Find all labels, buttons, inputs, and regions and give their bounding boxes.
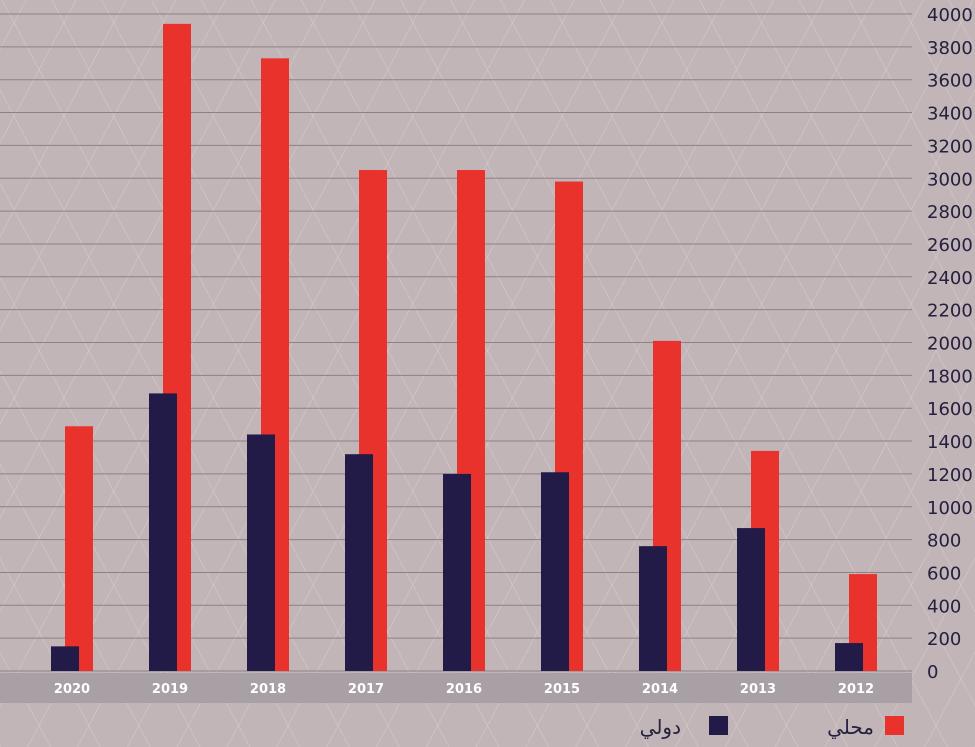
category-band — [0, 673, 912, 703]
x-tick-label: 2016 — [446, 682, 482, 697]
bar-local-2020 — [65, 426, 93, 671]
y-tick-label: 4000 — [927, 5, 973, 26]
y-tick-label: 1000 — [927, 498, 973, 519]
y-tick-label: 1800 — [927, 366, 973, 387]
x-axis-ticks: 2020 2019 2018 2017 2016 2015 2014 2013 2012 — [54, 682, 874, 697]
y-tick-label: 3600 — [927, 71, 973, 92]
bar-international-2017 — [345, 454, 373, 671]
x-tick-label: 2019 — [152, 682, 188, 697]
bar-international-2015 — [541, 472, 569, 671]
legend-swatch-international — [709, 716, 728, 735]
bar-international-2014 — [639, 546, 667, 671]
x-tick-label: 2012 — [838, 682, 874, 697]
category-band-rect — [0, 673, 912, 703]
y-tick-label: 2400 — [927, 268, 973, 289]
bar-international-2013 — [737, 528, 765, 671]
bar-international-2020 — [51, 646, 79, 671]
bar-international-2018 — [247, 434, 275, 671]
legend: محلي دولي — [640, 715, 904, 740]
y-tick-label: 3400 — [927, 104, 973, 125]
x-tick-label: 2020 — [54, 682, 90, 697]
y-tick-label: 2200 — [927, 301, 973, 322]
y-tick-label: 2600 — [927, 235, 973, 256]
bar-international-2016 — [443, 473, 471, 671]
y-tick-label: 3000 — [927, 169, 973, 190]
x-tick-label: 2015 — [544, 682, 580, 697]
x-tick-label: 2014 — [642, 682, 678, 697]
y-tick-label: 800 — [927, 531, 961, 552]
y-tick-label: 400 — [927, 596, 961, 617]
y-axis-ticks: 0 200 400 600 800 1000 1200 1400 1600 1800 2000 220… — [927, 5, 973, 683]
x-tick-label: 2018 — [250, 682, 286, 697]
legend-label-international: دولي — [640, 715, 681, 740]
bar-international-2019 — [149, 393, 177, 671]
y-tick-label: 3200 — [927, 136, 973, 157]
y-tick-label: 3800 — [927, 38, 973, 59]
y-tick-label: 2000 — [927, 334, 973, 355]
y-tick-label: 600 — [927, 563, 961, 584]
y-tick-label: 0 — [927, 662, 938, 683]
bars — [51, 23, 877, 672]
x-tick-label: 2017 — [348, 682, 384, 697]
bar-international-2012 — [835, 643, 863, 671]
legend-swatch-local — [885, 716, 904, 735]
x-tick-label: 2013 — [740, 682, 776, 697]
legend-label-local: محلي — [827, 715, 874, 740]
y-tick-label: 2800 — [927, 202, 973, 223]
y-tick-label: 1600 — [927, 399, 973, 420]
y-tick-label: 200 — [927, 629, 961, 650]
y-tick-label: 1200 — [927, 465, 973, 486]
y-tick-label: 1400 — [927, 432, 973, 453]
